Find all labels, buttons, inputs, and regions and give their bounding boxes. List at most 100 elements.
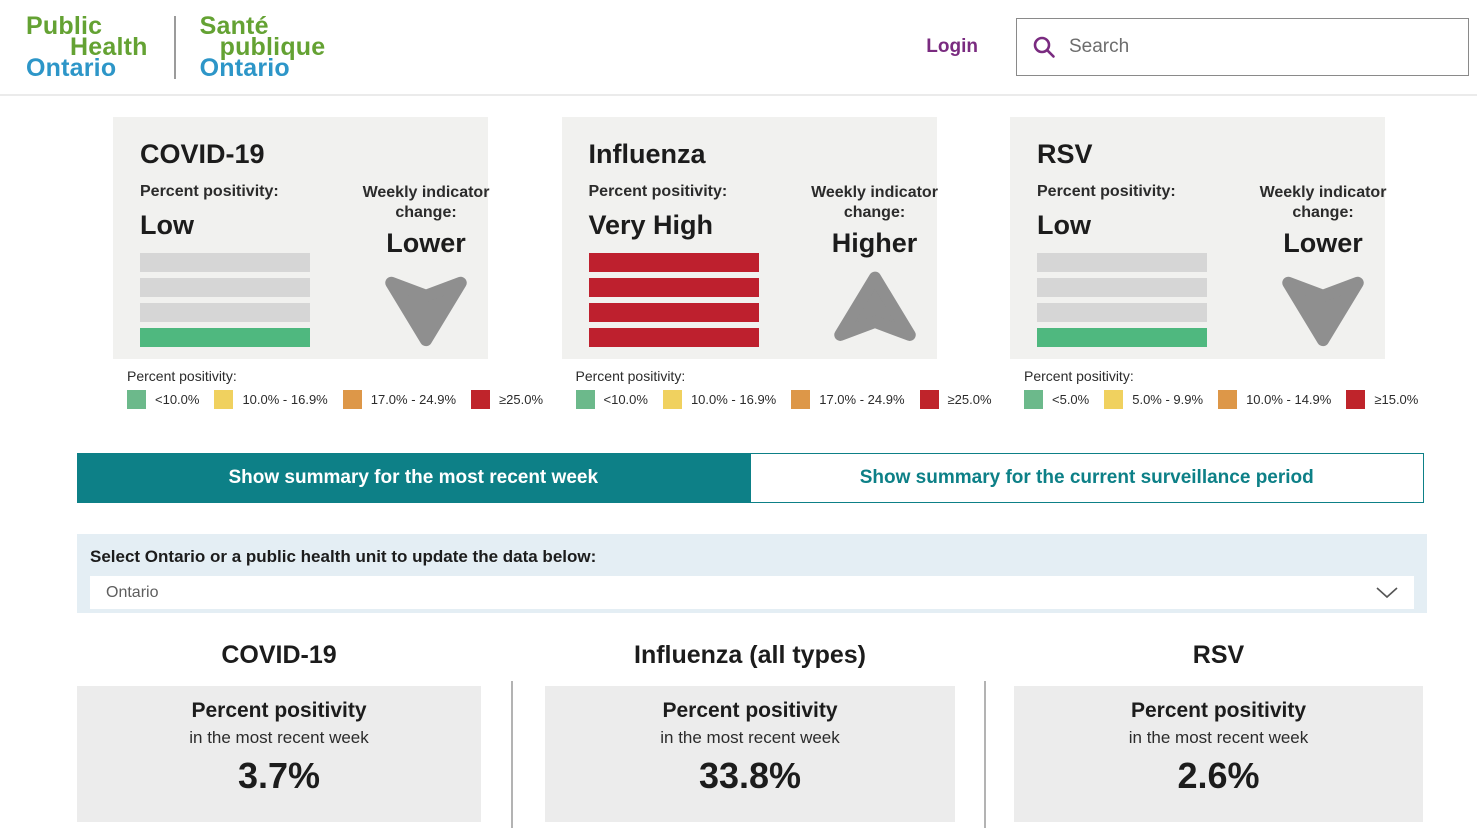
- level-bar: [1037, 328, 1207, 347]
- legend-item: ≥25.0%: [919, 390, 992, 409]
- legend-label: <5.0%: [1052, 392, 1090, 407]
- summary-value: 3.7%: [237, 755, 321, 796]
- weekly-change-section: Weekly indicator change: Higher: [810, 183, 940, 353]
- legend-item: <10.0%: [575, 390, 648, 409]
- legend-label: 10.0% - 16.9%: [690, 392, 777, 407]
- logo-line: Ontario: [26, 53, 117, 82]
- legend-swatch: [1024, 390, 1043, 409]
- logo-line: publique: [219, 32, 326, 61]
- tab-most-recent-week[interactable]: Show summary for the most recent week: [77, 453, 750, 503]
- legend-swatch: [471, 390, 491, 409]
- up-arrow-icon: [833, 271, 916, 341]
- region-selector-label: Select Ontario or a public health unit t…: [90, 547, 597, 566]
- change-value: Higher: [831, 228, 918, 258]
- pho-logo-french: Santé publique Ontario: [173, 13, 326, 82]
- summary-title: COVID-19: [221, 641, 337, 669]
- legend-item: 10.0% - 16.9%: [662, 390, 777, 409]
- summary-title: Influenza (all types): [634, 641, 866, 669]
- search-icon: [1033, 36, 1055, 58]
- weekly-change-section: Weekly indicator change: Lower: [361, 183, 491, 353]
- legend-label: ≥25.0%: [947, 392, 992, 407]
- summary-influenza: Influenza (all types) Percent positivity…: [545, 641, 955, 828]
- legend-swatch: [127, 390, 146, 409]
- chevron-down-icon: [1376, 586, 1398, 598]
- legend-swatch: [662, 390, 682, 409]
- positivity-label: Percent positivity:: [1037, 183, 1176, 200]
- positivity-bars: [588, 253, 759, 347]
- search-box[interactable]: [1016, 18, 1469, 76]
- search-input[interactable]: [1069, 36, 1454, 58]
- level-bar: [1037, 303, 1207, 322]
- legend-item: 17.0% - 24.9%: [342, 390, 456, 409]
- card-title: COVID-19: [140, 139, 265, 169]
- influenza-indicator-card: Influenza Percent positivity: Very High …: [561, 117, 938, 359]
- legend-label: 17.0% - 24.9%: [819, 392, 905, 407]
- level-bar: [140, 328, 310, 347]
- positivity-level: Low: [140, 210, 194, 240]
- legend-item: 10.0% - 14.9%: [1218, 390, 1331, 409]
- level-bar: [140, 303, 310, 322]
- legend-row: <10.0% 10.0% - 16.9% 17.0% - 24.9% ≥25.0…: [575, 390, 992, 409]
- legend-item: 5.0% - 9.9%: [1104, 390, 1203, 409]
- logo-line: Ontario: [199, 53, 290, 82]
- positivity-bars: [140, 253, 310, 347]
- down-arrow-icon: [385, 276, 467, 347]
- pho-logo: Public Health Ontario Santé publique Ont…: [26, 11, 326, 82]
- level-bar: [588, 278, 759, 297]
- level-bar: [1037, 253, 1207, 272]
- legend-item: 17.0% - 24.9%: [791, 390, 905, 409]
- covid-indicator-card: COVID-19 Percent positivity: Low Weekly …: [113, 117, 489, 359]
- influenza-indicator-group: Influenza Percent positivity: Very High …: [561, 117, 992, 409]
- card-title: Influenza: [588, 139, 706, 169]
- legend-label: 10.0% - 14.9%: [1246, 392, 1332, 407]
- region-select-value: Ontario: [106, 583, 159, 601]
- card-body: Percent positivity: Low Weekly indicator…: [140, 183, 489, 353]
- legend-label: 5.0% - 9.9%: [1132, 392, 1204, 407]
- weekly-change-section: Weekly indicator change: Lower: [1258, 183, 1388, 353]
- summary-box: Percent positivity in the most recent we…: [545, 686, 955, 822]
- card-body: Percent positivity: Low Weekly indicator…: [1037, 183, 1386, 353]
- tab-surveillance-period[interactable]: Show summary for the current surveillanc…: [749, 453, 1424, 503]
- covid-indicator-group: COVID-19 Percent positivity: Low Weekly …: [113, 117, 543, 409]
- summary-metric-label: Percent positivity: [662, 699, 838, 722]
- legend-item: ≥15.0%: [1346, 390, 1418, 409]
- legend-swatch: [919, 390, 939, 409]
- rsv-indicator-group: RSV Percent positivity: Low Weekly indic…: [1010, 117, 1418, 409]
- level-bar: [588, 328, 759, 347]
- login-link[interactable]: Login: [926, 36, 978, 57]
- logo-line: Health: [70, 32, 148, 61]
- summary-tabs: Show summary for the most recent week Sh…: [77, 453, 1424, 503]
- legend-swatch: [214, 390, 234, 409]
- rsv-legend: Percent positivity: <5.0% 5.0% - 9.9% 10…: [1010, 368, 1418, 409]
- legend-item: <10.0%: [127, 390, 199, 409]
- legend-swatch: [342, 390, 362, 409]
- positivity-section: Percent positivity: Very High: [588, 183, 759, 353]
- summary-covid: COVID-19 Percent positivity in the most …: [77, 641, 481, 828]
- summary-divider: [984, 681, 986, 828]
- change-value: Lower: [1283, 228, 1363, 258]
- legend-label: ≥15.0%: [1374, 392, 1419, 407]
- indicator-cards-row: COVID-19 Percent positivity: Low Weekly …: [113, 117, 1418, 409]
- region-select[interactable]: Ontario: [90, 576, 1414, 609]
- legend-item: ≥25.0%: [471, 390, 543, 409]
- summary-metric-label: Percent positivity: [191, 699, 367, 722]
- positivity-level: Low: [1037, 210, 1091, 240]
- summary-period-label: in the most recent week: [1128, 728, 1309, 747]
- level-bar: [588, 253, 759, 272]
- change-label: Weekly indicator change:: [811, 184, 938, 221]
- positivity-level: Very High: [588, 210, 714, 240]
- site-header: Public Health Ontario Santé publique Ont…: [0, 0, 1477, 96]
- summary-value: 33.8%: [698, 755, 802, 796]
- summary-box: Percent positivity in the most recent we…: [77, 686, 481, 822]
- pho-logo-english: Public Health Ontario: [26, 11, 148, 82]
- card-body: Percent positivity: Very High Weekly ind…: [588, 183, 938, 353]
- legend-item: 10.0% - 16.9%: [214, 390, 328, 409]
- legend-label: <10.0%: [155, 392, 200, 407]
- summary-value: 2.6%: [1177, 755, 1260, 796]
- region-selector-panel: Select Ontario or a public health unit t…: [77, 534, 1427, 613]
- down-arrow-icon: [1282, 276, 1364, 347]
- legend-swatch: [1104, 390, 1124, 409]
- change-value: Lower: [386, 228, 466, 258]
- positivity-label: Percent positivity:: [588, 183, 728, 200]
- logo-line: Public: [26, 11, 103, 40]
